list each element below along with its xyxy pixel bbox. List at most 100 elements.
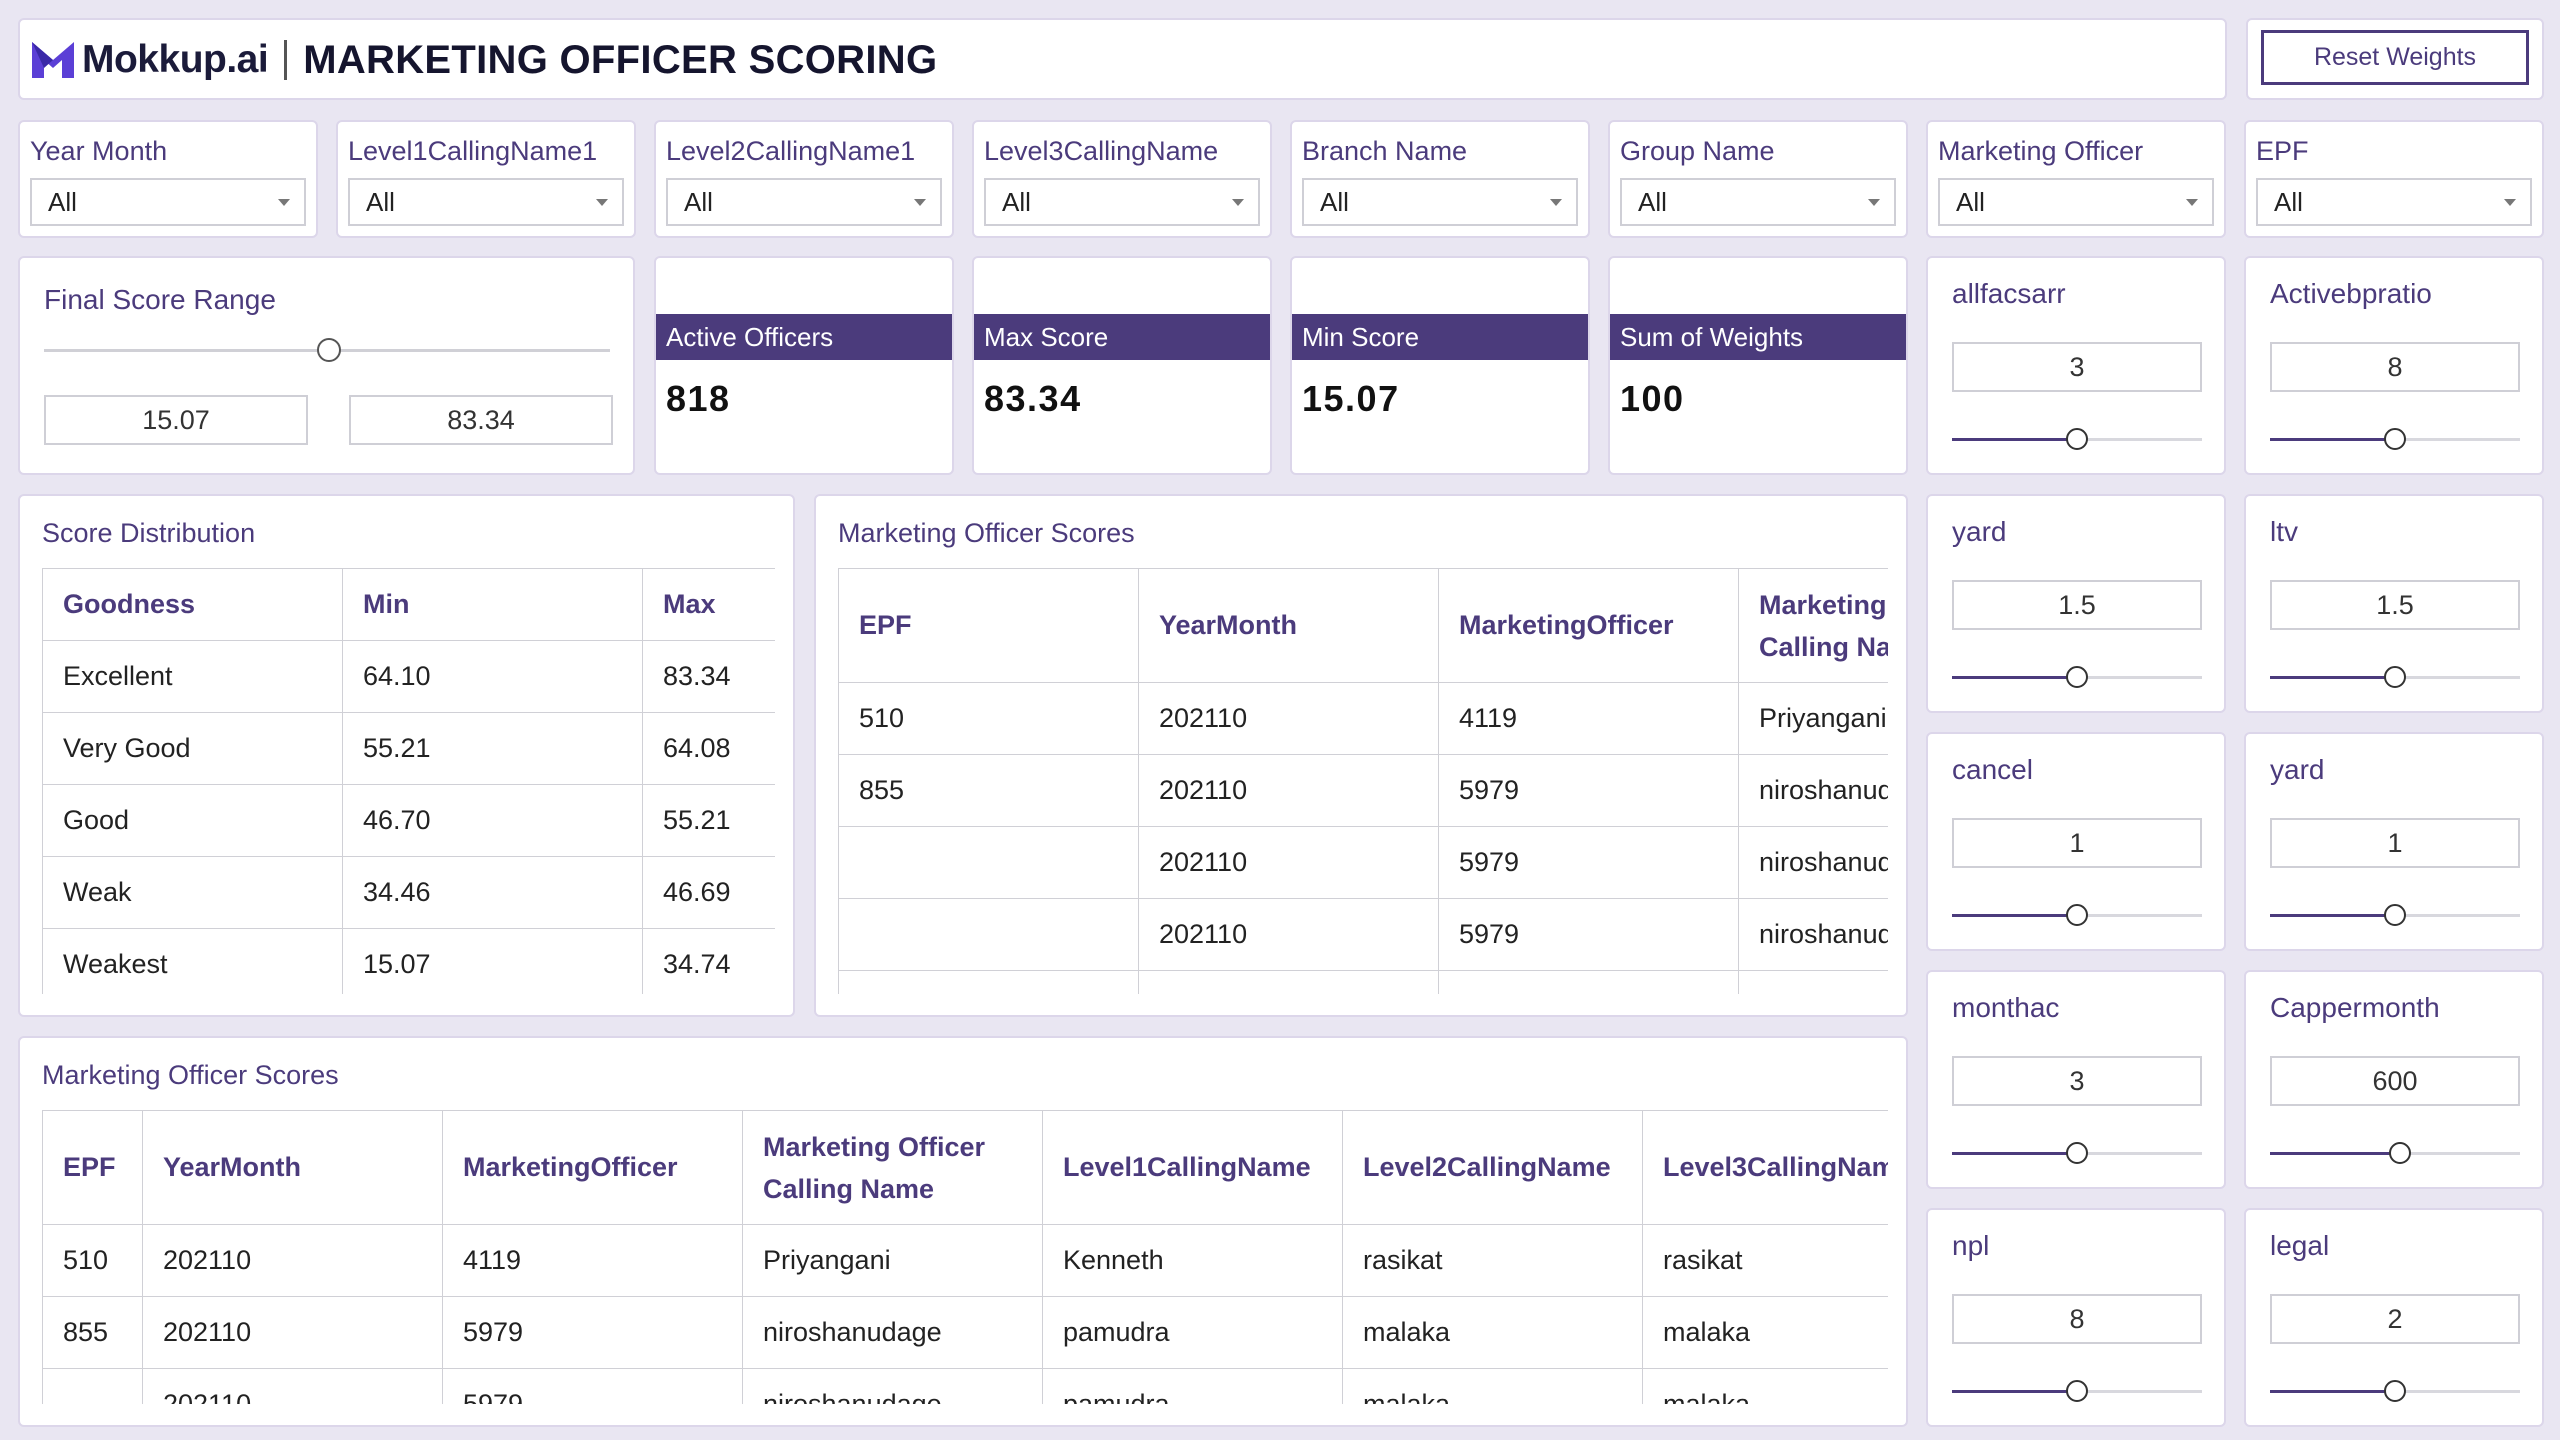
table-header-cell[interactable]: Level1CallingName — [1042, 1110, 1343, 1225]
table-cell: malaka — [1342, 1368, 1643, 1404]
officer-scores-bottom-title: Marketing Officer Scores — [42, 1060, 339, 1090]
table-cell: Priyangani — [742, 1224, 1043, 1297]
table-cell: 34.46 — [342, 856, 643, 929]
score-range-handle[interactable] — [317, 338, 341, 362]
weight-slider-fill — [1952, 1152, 2077, 1155]
officer-scores-bottom-scroll[interactable]: EPF YearMonth MarketingOfficer Marketing Of… — [42, 1110, 1888, 1404]
table-row: 510 202110 4119 Priyangani Kenneth rasikat ras… — [42, 1224, 1888, 1297]
weight-name: cancel — [1952, 754, 2033, 785]
table-row: 510 202110 4119 Priyangani — [838, 682, 1888, 755]
table-cell: 5979 — [1438, 970, 1739, 994]
weight-slider[interactable] — [1952, 428, 2202, 450]
filter-label: Group Name — [1620, 136, 1775, 166]
filter-label: Year Month — [30, 136, 168, 166]
filter-card: Branch Name All — [1290, 120, 1590, 238]
weight-slider[interactable] — [2270, 1380, 2520, 1402]
table-header-cell[interactable]: Max — [642, 568, 775, 641]
weight-name: Activebpratio — [2270, 278, 2432, 309]
table-header-cell[interactable]: EPF — [42, 1110, 143, 1225]
score-range-max-input[interactable]: 83.34 — [349, 395, 613, 445]
weight-input[interactable]: 1 — [1952, 818, 2202, 868]
filter-label: EPF — [2256, 136, 2309, 166]
filter-label: Marketing Officer — [1938, 136, 2144, 166]
weight-input[interactable]: 2 — [2270, 1294, 2520, 1344]
table-row: 202110 5979 niroshanudage pamudra malaka mala… — [42, 1368, 1888, 1404]
weight-slider[interactable] — [1952, 1142, 2202, 1164]
weight-slider-handle[interactable] — [2384, 904, 2406, 926]
table-cell: 202110 — [1138, 898, 1439, 971]
weight-input[interactable]: 8 — [1952, 1294, 2202, 1344]
filter-dropdown[interactable]: All — [2256, 178, 2532, 226]
filter-value: All — [1956, 186, 1985, 217]
weight-slider[interactable] — [2270, 904, 2520, 926]
filter-dropdown[interactable]: All — [1302, 178, 1578, 226]
weight-name: legal — [2270, 1230, 2330, 1261]
filter-dropdown[interactable]: All — [984, 178, 1260, 226]
chevron-down-icon — [1550, 199, 1562, 206]
weight-slider[interactable] — [2270, 428, 2520, 450]
table-cell: Good — [42, 784, 343, 857]
table-header-cell[interactable]: Marketing Officer Calling Name — [1738, 568, 1888, 683]
weight-slider-handle[interactable] — [2384, 666, 2406, 688]
weight-slider[interactable] — [1952, 1380, 2202, 1402]
weight-input[interactable]: 1.5 — [2270, 580, 2520, 630]
filter-card: EPF All — [2244, 120, 2544, 238]
weight-name: yard — [1952, 516, 2007, 547]
weight-slider-handle[interactable] — [2384, 428, 2406, 450]
score-range-card: Final Score Range 15.07 83.34 — [18, 256, 635, 475]
filter-dropdown[interactable]: All — [348, 178, 624, 226]
kpi-value: 83.34 — [984, 378, 1082, 419]
kpi-label: Sum of Weights — [1610, 314, 1906, 360]
weight-input[interactable]: 3 — [1952, 342, 2202, 392]
weight-slider[interactable] — [1952, 666, 2202, 688]
table-cell: 5979 — [442, 1296, 743, 1369]
brand-name: Mokkup.ai — [82, 38, 269, 81]
table-header-cell[interactable]: MarketingOfficer — [1438, 568, 1739, 683]
table-cell: Excellent — [42, 640, 343, 713]
kpi-card: Active Officers 818 — [654, 256, 954, 475]
weight-slider-handle[interactable] — [2066, 904, 2088, 926]
weight-card: yard 1 — [2244, 732, 2544, 951]
table-header-cell[interactable]: Level2CallingName — [1342, 1110, 1643, 1225]
weight-slider[interactable] — [2270, 666, 2520, 688]
weight-slider[interactable] — [1952, 904, 2202, 926]
table-cell: malaka — [1642, 1296, 1888, 1369]
weight-slider[interactable] — [2270, 1142, 2520, 1164]
table-header-cell[interactable]: Marketing Officer Calling Name — [742, 1110, 1043, 1225]
table-header-cell[interactable]: YearMonth — [1138, 568, 1439, 683]
table-header-cell[interactable]: Level3CallingName — [1642, 1110, 1888, 1225]
reset-weights-button[interactable]: Reset Weights — [2261, 30, 2529, 85]
weight-slider-handle[interactable] — [2066, 1142, 2088, 1164]
weight-slider-handle[interactable] — [2066, 666, 2088, 688]
weight-slider-handle[interactable] — [2384, 1380, 2406, 1402]
table-header-cell[interactable]: MarketingOfficer — [442, 1110, 743, 1225]
weight-input[interactable]: 3 — [1952, 1056, 2202, 1106]
table-cell: 5979 — [1438, 826, 1739, 899]
filter-dropdown[interactable]: All — [1620, 178, 1896, 226]
table-cell: 202110 — [1138, 826, 1439, 899]
table-cell: niroshanudage — [742, 1296, 1043, 1369]
table-header-cell[interactable]: Min — [342, 568, 643, 641]
table-header-cell[interactable]: Goodness — [42, 568, 343, 641]
filter-dropdown[interactable]: All — [1938, 178, 2214, 226]
table-header-cell[interactable]: EPF — [838, 568, 1139, 683]
weight-input[interactable]: 1 — [2270, 818, 2520, 868]
filter-dropdown[interactable]: All — [666, 178, 942, 226]
weight-input[interactable]: 1.5 — [1952, 580, 2202, 630]
table-cell: pamudra — [1042, 1296, 1343, 1369]
weight-card: legal 2 — [2244, 1208, 2544, 1427]
filter-dropdown[interactable]: All — [30, 178, 306, 226]
table-row: Excellent 64.10 83.34 — [42, 640, 775, 713]
weight-input[interactable]: 600 — [2270, 1056, 2520, 1106]
filter-card: Level2CallingName1 All — [654, 120, 954, 238]
weight-slider-handle[interactable] — [2066, 1380, 2088, 1402]
table-cell: 34.74 — [642, 928, 775, 994]
weight-slider-handle[interactable] — [2389, 1142, 2411, 1164]
weight-slider-handle[interactable] — [2066, 428, 2088, 450]
table-header-cell[interactable]: YearMonth — [142, 1110, 443, 1225]
weight-input[interactable]: 8 — [2270, 342, 2520, 392]
score-range-min-input[interactable]: 15.07 — [44, 395, 308, 445]
brand-logo: Mokkup.ai MARKETING OFFICER SCORING — [30, 36, 937, 84]
